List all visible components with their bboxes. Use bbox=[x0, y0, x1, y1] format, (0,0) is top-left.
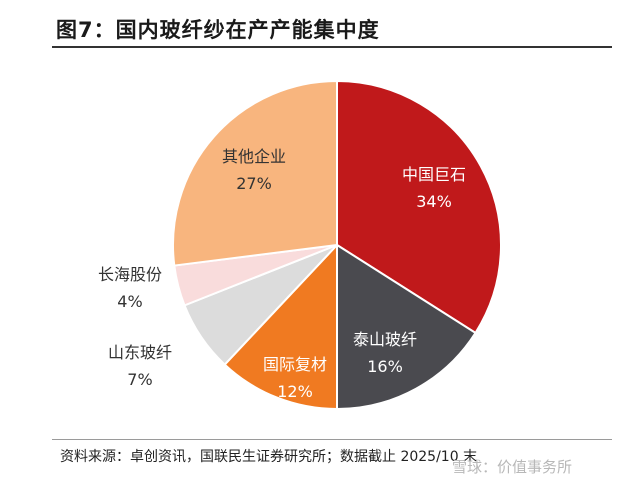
pie-slice-2 bbox=[336, 243, 477, 411]
pie-slice-3 bbox=[223, 242, 338, 411]
pie-slice-6 bbox=[172, 79, 338, 267]
slice-label-1: 中国巨石 bbox=[402, 165, 466, 184]
slice-value-label-5: 4% bbox=[117, 292, 142, 311]
slice-value-label-4: 7% bbox=[127, 370, 152, 389]
slice-label-2: 泰山玻纤 bbox=[353, 330, 417, 349]
slice-label-5: 长海股份 bbox=[98, 265, 162, 284]
slice-value-label-6: 27% bbox=[236, 174, 272, 193]
footer-divider bbox=[52, 439, 612, 440]
title-divider bbox=[52, 46, 612, 48]
chart-title: 图7：国内玻纤纱在产产能集中度 bbox=[56, 18, 380, 42]
watermark: 雪球：价值事务所 bbox=[452, 458, 573, 476]
slice-label-3: 国际复材 bbox=[263, 355, 327, 374]
slice-value-label-2: 16% bbox=[367, 357, 403, 376]
slice-value-label-3: 12% bbox=[277, 382, 313, 401]
source-note: 资料来源：卓创资讯，国联民生证券研究所；数据截止 2025/10 末 bbox=[60, 449, 478, 465]
slice-value-label-1: 34% bbox=[416, 192, 452, 211]
slice-label-4: 山东玻纤 bbox=[108, 343, 172, 362]
slice-label-6: 其他企业 bbox=[222, 147, 286, 166]
